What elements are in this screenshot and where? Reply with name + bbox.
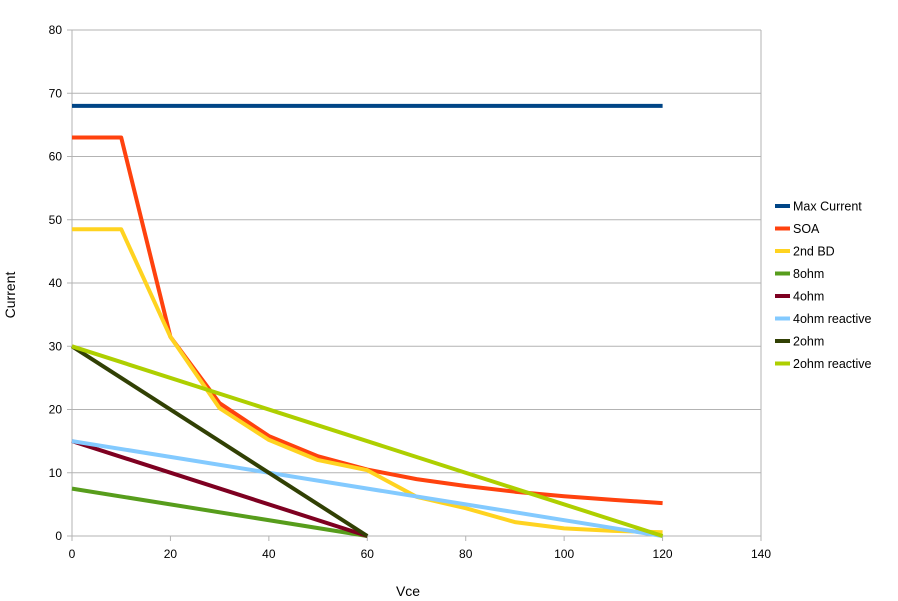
y-tick-label-80: 80 xyxy=(49,23,63,37)
series-line-4ohm xyxy=(71,439,368,538)
legend-label-soa: SOA xyxy=(793,222,820,236)
series-line-soa xyxy=(72,135,663,506)
legend-label-2ohm-reactive: 2ohm reactive xyxy=(793,357,872,371)
series-lines xyxy=(70,103,664,538)
x-tick-label-40: 40 xyxy=(262,547,276,561)
x-tick-label-80: 80 xyxy=(459,547,473,561)
tick-labels: 0 10 20 30 40 50 60 70 80 0 20 40 60 80 100 120 140 xyxy=(49,23,772,561)
series-line-4ohm-reactive xyxy=(71,439,663,538)
legend-label-2nd-bd: 2nd BD xyxy=(793,245,835,259)
y-tick-label-10: 10 xyxy=(49,466,63,480)
axes xyxy=(67,29,762,541)
legend-label-2ohm: 2ohm xyxy=(793,335,824,349)
legend-label-4ohm-reactive: 4ohm reactive xyxy=(793,312,872,326)
series-line-2ohm-reactive xyxy=(71,344,664,538)
x-tick-label-20: 20 xyxy=(164,547,178,561)
y-tick-label-40: 40 xyxy=(49,276,63,290)
x-tick-label-0: 0 xyxy=(69,547,76,561)
y-tick-label-30: 30 xyxy=(49,339,63,353)
x-tick-label-60: 60 xyxy=(361,547,375,561)
series-line-2ohm xyxy=(70,344,369,538)
series-line-8ohm xyxy=(71,486,368,538)
y-tick-label-70: 70 xyxy=(49,86,63,100)
x-tick-label-140: 140 xyxy=(751,547,771,561)
y-tick-label-20: 20 xyxy=(49,403,63,417)
series-line-2nd-bd xyxy=(72,227,663,535)
legend-label-8ohm: 8ohm xyxy=(793,267,824,281)
x-tick-label-120: 120 xyxy=(653,547,673,561)
legend-label-4ohm: 4ohm xyxy=(793,290,824,304)
y-tick-label-60: 60 xyxy=(49,150,63,164)
legend-label-max-current: Max Current xyxy=(793,200,862,214)
y-tick-label-50: 50 xyxy=(49,213,63,227)
x-axis-title: Vce xyxy=(396,583,420,599)
y-tick-label-0: 0 xyxy=(55,529,62,543)
y-axis-title: Current xyxy=(2,272,18,319)
gridlines xyxy=(72,29,761,474)
legend: Max Current SOA 2nd BD 8ohm 4ohm 4ohm reactiv… xyxy=(775,200,872,371)
x-tick-label-100: 100 xyxy=(554,547,574,561)
